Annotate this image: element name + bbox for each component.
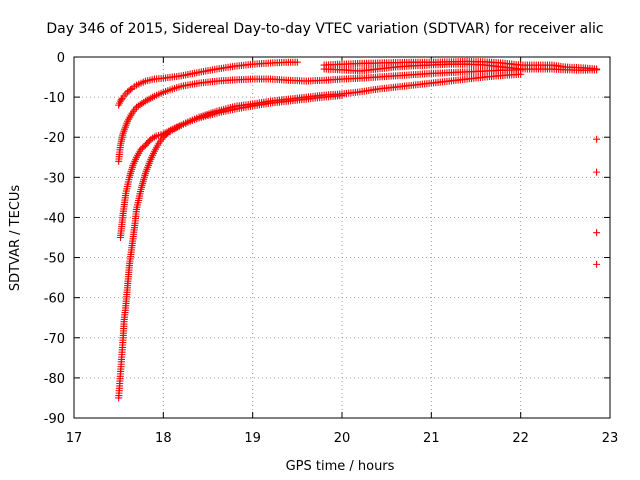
x-tick-label: 22 <box>512 431 529 446</box>
data-point-marker <box>127 85 135 93</box>
y-tick-label: -30 <box>44 171 65 186</box>
x-tick-label: 21 <box>423 431 440 446</box>
y-tick-label: 0 <box>57 51 65 66</box>
y-tick-label: -70 <box>44 332 65 347</box>
data-point-marker <box>593 135 601 143</box>
data-point-marker <box>117 96 125 104</box>
y-tick-label: -60 <box>44 292 65 307</box>
y-tick-label: -20 <box>44 131 65 146</box>
x-tick-label: 18 <box>155 431 172 446</box>
data-point-marker <box>293 58 301 66</box>
data-points <box>115 57 601 402</box>
x-axis-label: GPS time / hours <box>286 459 395 474</box>
x-tick-label: 23 <box>602 431 619 446</box>
y-tick-label: -40 <box>44 211 65 226</box>
y-tick-label: -50 <box>44 252 65 267</box>
data-point-marker <box>162 131 170 139</box>
y-tick-label: -90 <box>44 412 65 427</box>
data-point-marker <box>593 168 601 176</box>
x-tick-label: 20 <box>334 431 351 446</box>
data-point-marker <box>593 66 601 74</box>
x-tick-label: 17 <box>66 431 83 446</box>
grid <box>74 57 610 418</box>
y-tick-label: -10 <box>44 91 65 106</box>
axis-ticks: 17 18 19 20 21 22 23 0 -10 -20 -30 -40 -50 -60 -70 -80 -… <box>44 51 619 446</box>
y-tick-label: -80 <box>44 372 65 387</box>
x-tick-label: 19 <box>244 431 261 446</box>
data-point-marker <box>593 229 601 237</box>
data-point-marker <box>593 260 601 268</box>
data-point-marker <box>338 92 346 100</box>
y-axis-label: SDTVAR / TECUs <box>8 185 23 292</box>
chart-title: Day 346 of 2015, Sidereal Day-to-day VTE… <box>46 21 603 37</box>
plot-frame <box>73 56 611 419</box>
